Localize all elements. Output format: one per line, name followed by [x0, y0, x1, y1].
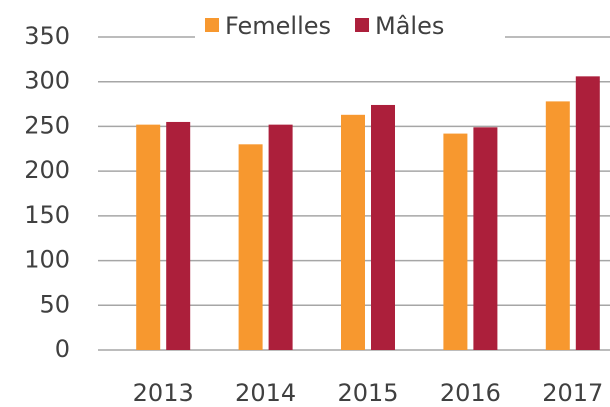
x-tick-label: 2013: [133, 379, 194, 407]
legend-label: Mâles: [375, 12, 444, 40]
legend-background: [195, 14, 505, 46]
bar: [371, 104, 395, 350]
legend-swatch: [355, 18, 370, 32]
y-tick-label: 300: [24, 67, 70, 95]
bar: [575, 76, 600, 350]
y-tick-label: 100: [24, 246, 70, 274]
x-tick-label: 2014: [235, 379, 296, 407]
x-tick-label: 2016: [440, 379, 501, 407]
y-tick-label: 150: [24, 201, 70, 229]
y-tick-label: 350: [24, 22, 70, 50]
y-tick-label: 50: [39, 290, 70, 318]
y-tick-label: 250: [24, 111, 70, 139]
bar: [268, 124, 293, 350]
bar: [136, 124, 161, 350]
y-tick-label: 200: [24, 156, 70, 184]
legend-swatch: [205, 18, 219, 32]
bar: [238, 144, 263, 350]
x-tick-label: 2017: [542, 379, 603, 407]
bar: [545, 101, 570, 350]
bar: [473, 127, 498, 350]
bar: [443, 133, 468, 350]
legend-label: Femelles: [225, 12, 331, 40]
bar: [166, 121, 191, 350]
y-tick-label: 0: [55, 335, 70, 363]
bar: [341, 114, 365, 350]
x-tick-label: 2015: [337, 379, 398, 407]
